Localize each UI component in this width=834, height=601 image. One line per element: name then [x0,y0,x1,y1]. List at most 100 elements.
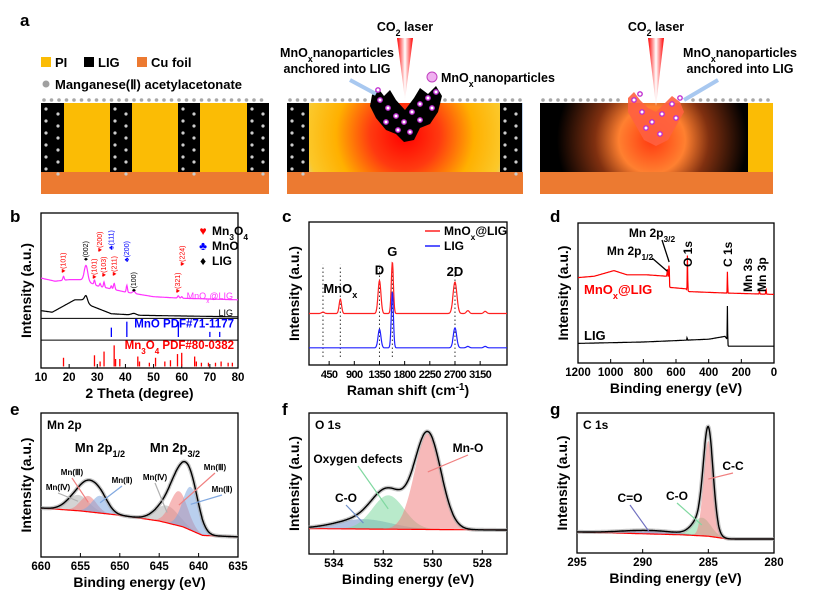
precursor-dot [503,143,507,147]
peak-index: (211) [112,256,119,272]
precursor-dot [124,160,128,164]
xps-peak-label: Mn 2p3/2 [629,226,676,244]
x-axis-label: Binding energy (eV) [342,571,474,587]
component-label: C-C [722,459,744,473]
precursor-dot [571,98,575,102]
raman-band-label: D [375,263,384,278]
precursor-dot [751,98,755,102]
pi-swatch [41,57,51,67]
mnox-nanoparticle [401,119,407,125]
laser-beam-icon [397,38,413,100]
subscript: 2 [647,28,652,38]
xps-peak-label: O 1s [681,241,695,267]
precursor-dot [261,160,265,164]
text-segment: CO [628,20,647,34]
legend-pi: PI [55,55,67,70]
pi-layer [748,103,773,172]
mnox-nanoparticle [657,131,663,137]
text-segment: Mn [125,340,142,352]
laser-label-1: CO2 laser [377,20,433,38]
precursor-dot [113,119,117,123]
precursor-dot [94,98,99,102]
subscript: x [308,54,313,64]
y-axis-label: Intensity (a.u.) [286,436,302,531]
x-tick-label: 280 [764,557,783,569]
text-segment: @LIG [475,224,507,238]
precursor-dot [691,98,695,102]
precursor-dot [608,98,613,102]
subscript: x [352,290,357,300]
panel-title: C 1s [583,418,609,432]
text-segment: @LIG [209,291,233,301]
component-arrow-icon [71,477,89,503]
text-segment: Mn 3p [755,257,769,292]
precursor-dot [192,98,196,102]
precursor-dot [303,98,307,102]
precursor-dot [181,155,185,159]
precursor-dot [124,124,128,128]
precursor-dot [147,98,151,102]
component-label: Oxygen defects [313,452,403,466]
peak-index-label: ♥(101) [91,259,98,280]
precursor-dot [318,98,322,102]
subscript: x [711,54,716,64]
component-arrow-icon [190,494,223,505]
component-label: C-O [666,489,688,503]
x-tick-label: 10 [35,372,48,384]
precursor-dot [250,107,254,111]
precursor-dot [192,148,196,152]
lig-column [287,103,309,172]
precursor-dot [301,172,305,176]
mnox-nanoparticle [673,115,679,121]
precursor-dot [113,107,117,111]
schematic-diagram [41,38,773,194]
precursor-dot [124,98,129,102]
xps-peak-label: Mn 2p1/2 [607,244,654,262]
peak-index: (111) [108,230,115,245]
subscript: 4 [243,232,248,242]
pointer-arrow-icon [682,78,720,102]
precursor-dot [56,124,60,128]
panel-letter-d: d [550,207,560,226]
precursor-dot [237,98,241,102]
text-segment: D [375,263,384,278]
phase-marker-icon: ♥ [180,262,187,266]
component-label: C-O [335,491,357,505]
precursor-dot [465,98,470,102]
x-tick-label: 534 [324,558,344,570]
component-arrow-icon [154,482,168,513]
precursor-dot [518,98,522,102]
precursor-dot [310,98,315,102]
x-tick-label: 0 [771,367,777,379]
x-tick-label: 900 [346,369,363,381]
precursor-dot [503,167,507,171]
precursor-dot [181,131,185,135]
precursor-dot [87,98,91,102]
phase-marker-icon: ♥ [101,273,108,277]
peak-index: (321) [175,273,182,289]
peak-index-label: ♥(101) [61,253,68,274]
precursor-dot [229,98,234,102]
precursor-dot [355,98,360,102]
precursor-dot [301,124,305,128]
plot-frame [40,212,239,369]
x-tick-label: 1000 [598,367,624,379]
mnox-nanoparticle [383,119,389,125]
precursor-dot [514,136,518,140]
text-segment: Raman shift (cm [347,382,456,398]
precursor-dot [79,98,84,102]
precursor-dot [514,172,518,176]
text-segment: MnO [584,282,613,297]
x-tick-label: 1200 [565,367,591,379]
fit-envelope [308,430,507,531]
peak-index-label: ♥(321) [175,273,182,294]
precursor-dot [139,98,144,102]
x-tick-label: 2250 [419,369,442,381]
x-axis-label: Binding energy (eV) [610,380,742,396]
peak-index: (224) [180,246,187,262]
anchored-label-1-line1: MnOxnanoparticles [280,46,394,64]
x-axis-label: Binding energy (eV) [73,574,205,590]
fit-component [577,517,774,539]
precursor-dot [766,98,770,102]
